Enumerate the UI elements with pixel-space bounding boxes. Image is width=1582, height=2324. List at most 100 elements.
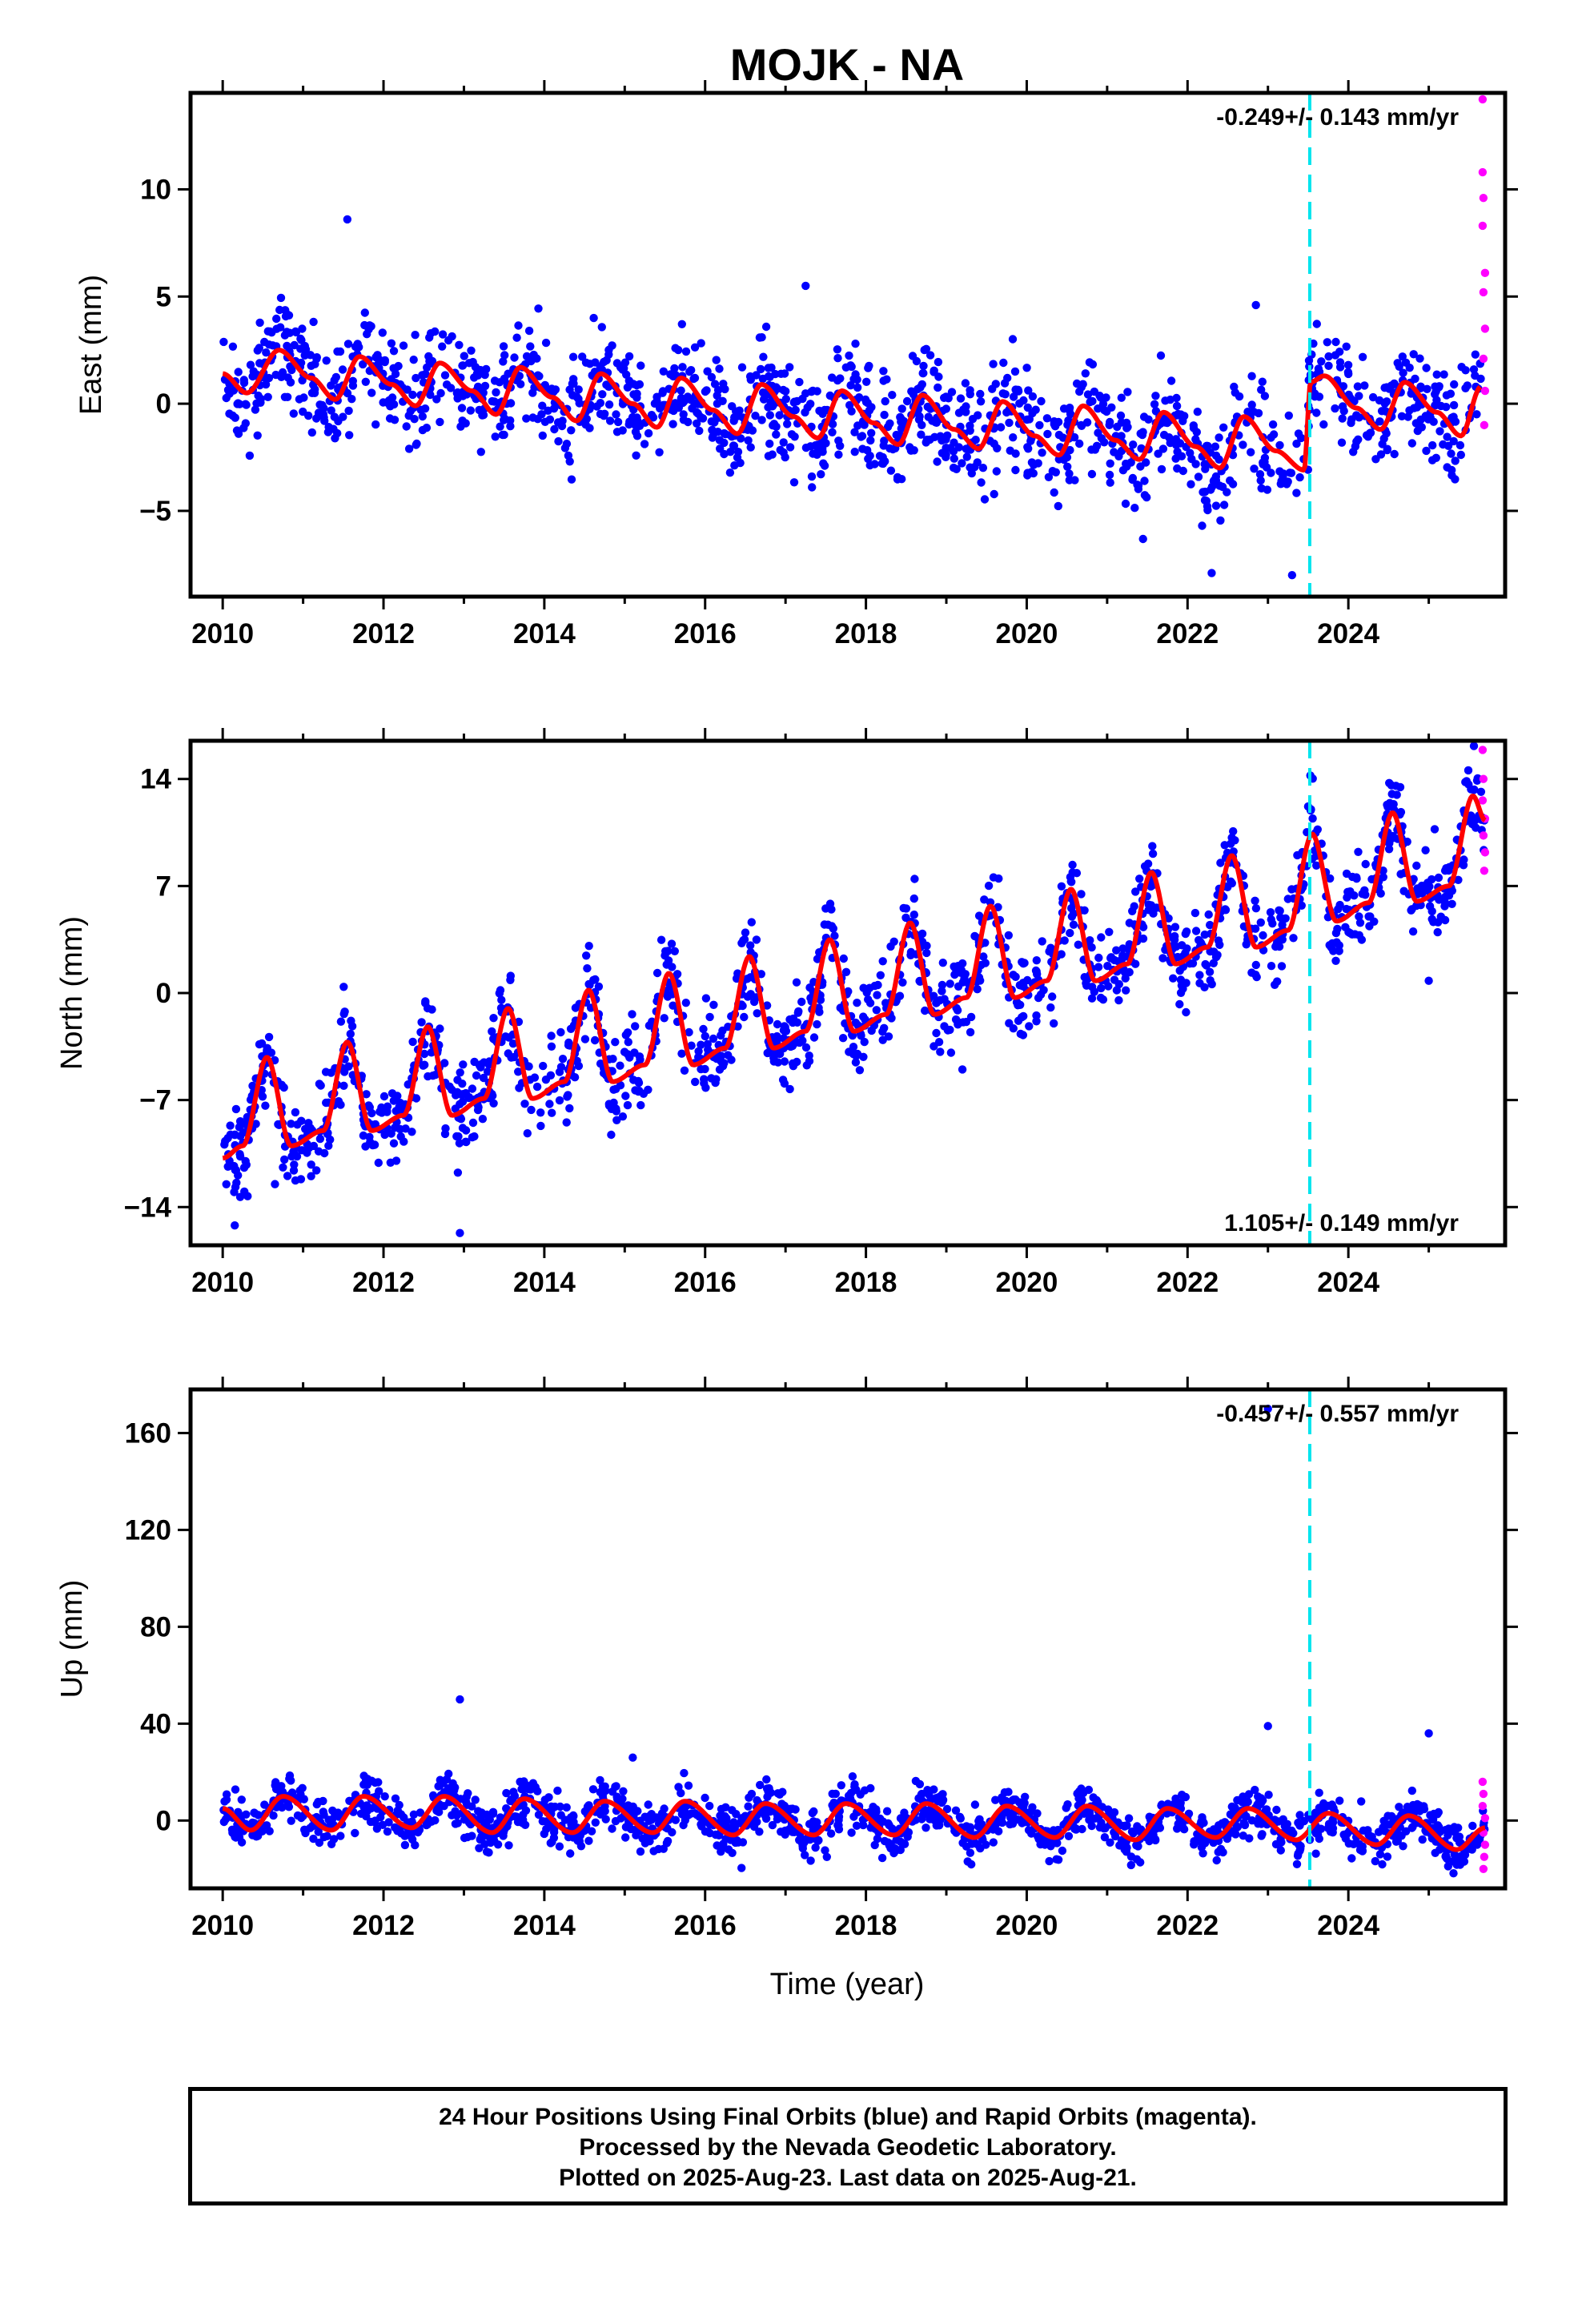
final-orbit-point (314, 1797, 323, 1807)
final-orbit-point (785, 443, 795, 452)
final-orbit-point (761, 322, 771, 332)
final-orbit-point (257, 1039, 267, 1048)
final-orbit-point (260, 337, 269, 347)
final-orbit-point (1063, 1800, 1072, 1809)
rapid-orbit-point (1480, 1852, 1489, 1861)
final-orbit-point (1355, 919, 1365, 927)
final-orbit-point (857, 1031, 865, 1040)
final-orbit-point (1110, 955, 1119, 965)
final-orbit-point (510, 353, 519, 362)
final-orbit-point (780, 1057, 789, 1066)
final-orbit-point (351, 1828, 359, 1838)
final-orbit-point (1255, 470, 1265, 479)
final-orbit-point (322, 1098, 331, 1108)
final-orbit-point (568, 352, 578, 361)
final-orbit-point (732, 1810, 741, 1819)
plot-area-north (220, 742, 1490, 1237)
final-orbit-point (1097, 933, 1106, 942)
final-orbit-point (658, 387, 668, 396)
final-orbit-point (1028, 1803, 1037, 1811)
final-orbit-point (681, 347, 691, 356)
final-orbit-point (1182, 927, 1191, 936)
final-orbit-point (621, 1833, 630, 1842)
final-orbit-point (1018, 1031, 1028, 1039)
plot-area-up (219, 1404, 1490, 1878)
final-orbit-point (1126, 1852, 1136, 1861)
final-orbit-point (644, 1085, 652, 1095)
final-orbit-point (1349, 448, 1358, 456)
final-orbit-point (1431, 401, 1439, 410)
final-orbit-point (1143, 859, 1153, 868)
final-orbit-point (501, 1032, 510, 1041)
final-orbit-point (881, 396, 889, 406)
final-orbit-point (934, 383, 942, 392)
final-orbit-point (1264, 1791, 1273, 1799)
final-orbit-point (1186, 480, 1195, 489)
final-orbit-point (425, 333, 434, 342)
final-orbit-point (309, 317, 318, 327)
final-orbit-point (922, 941, 931, 951)
final-orbit-point (460, 352, 468, 360)
final-orbit-point (1010, 367, 1020, 376)
final-orbit-point (1229, 826, 1238, 836)
final-orbit-point (1059, 455, 1069, 464)
final-orbit-point (306, 351, 315, 360)
final-orbit-point (1082, 981, 1091, 990)
final-orbit-outlier-point (1263, 1722, 1272, 1731)
final-orbit-point (1427, 456, 1437, 464)
rapid-orbit-point (1480, 268, 1490, 278)
final-orbit-point (383, 1827, 392, 1836)
final-orbit-point (1070, 476, 1079, 485)
final-orbit-point (705, 1801, 714, 1811)
final-orbit-point (1472, 410, 1481, 419)
final-orbit-point (744, 436, 753, 445)
y-axis-label: Up (mm) (55, 1580, 89, 1699)
final-orbit-point (504, 1841, 513, 1850)
final-orbit-point (976, 397, 986, 406)
final-orbit-point (468, 1084, 477, 1093)
final-orbit-point (1476, 787, 1486, 796)
final-orbit-outlier-point (231, 1220, 239, 1230)
final-orbit-point (1096, 993, 1106, 1003)
final-orbit-point (567, 1819, 576, 1829)
final-orbit-point (655, 448, 664, 456)
final-orbit-point (910, 875, 919, 883)
final-orbit-point (1331, 404, 1339, 413)
final-orbit-point (1087, 943, 1096, 952)
final-orbit-point (1442, 1854, 1452, 1863)
final-orbit-point (296, 358, 306, 368)
final-orbit-point (1027, 468, 1036, 476)
final-orbit-point (703, 367, 712, 376)
final-orbit-point (1432, 370, 1441, 379)
final-orbit-point (1218, 1819, 1227, 1828)
final-orbit-point (307, 1172, 315, 1180)
final-orbit-point (690, 373, 700, 383)
final-orbit-point (1353, 382, 1363, 391)
final-orbit-point (1009, 392, 1018, 401)
final-orbit-point (1123, 388, 1132, 396)
final-orbit-point (1449, 436, 1458, 446)
final-orbit-point (701, 1827, 710, 1836)
final-orbit-point (834, 436, 843, 445)
final-orbit-point (289, 409, 298, 418)
final-orbit-point (1142, 493, 1151, 502)
final-orbit-point (1170, 923, 1180, 931)
final-orbit-point (1258, 1830, 1267, 1839)
final-orbit-point (421, 997, 430, 1006)
final-orbit-point (1267, 468, 1275, 477)
final-orbit-point (287, 1120, 295, 1128)
final-orbit-point (779, 438, 788, 447)
final-orbit-point (1423, 415, 1433, 424)
final-orbit-point (984, 881, 994, 891)
final-orbit-point (808, 483, 817, 492)
final-orbit-point (1144, 415, 1153, 424)
final-orbit-point (711, 1078, 720, 1088)
final-orbit-point (1060, 936, 1069, 945)
final-orbit-point (1148, 849, 1158, 858)
final-orbit-point (932, 418, 942, 427)
final-orbit-point (681, 999, 690, 1007)
final-orbit-point (396, 1132, 405, 1141)
final-orbit-point (464, 359, 474, 368)
final-orbit-point (482, 1848, 492, 1856)
final-orbit-point (900, 1839, 909, 1848)
